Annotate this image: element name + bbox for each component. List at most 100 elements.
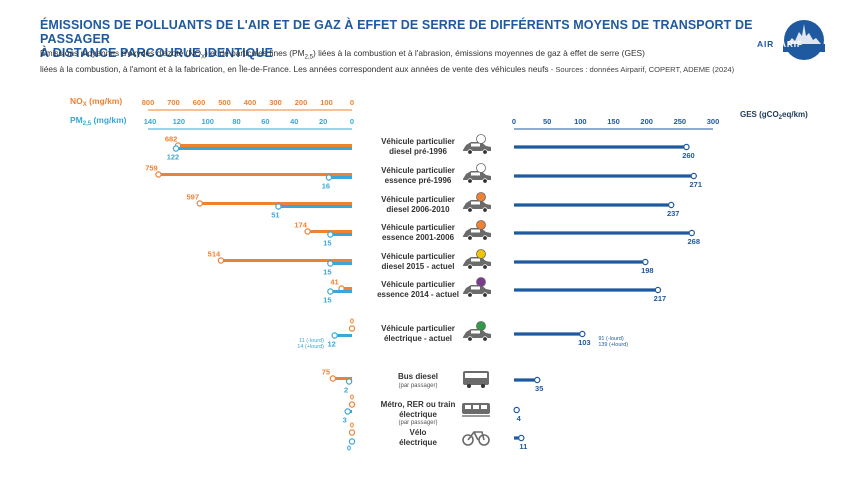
ges-tick-label: 0 <box>512 117 516 126</box>
ges-point <box>688 229 695 237</box>
bus-icon <box>463 371 489 388</box>
nox-value-label: 682 <box>165 135 178 144</box>
ges-point <box>518 434 525 442</box>
pm-point <box>172 145 180 152</box>
car-wheel <box>467 336 473 342</box>
bus-wheel <box>481 384 485 388</box>
car-window <box>471 143 480 147</box>
ges-value-label: 11 <box>519 442 527 451</box>
nox-value-label: 41 <box>330 278 338 287</box>
ges-value-label: 217 <box>654 294 667 303</box>
subtitle-part-b: ) et de particules fines (PM <box>205 48 305 58</box>
category-label-line2: essence 2014 - actuel <box>377 290 459 299</box>
logo-wordmark: AIRPARIF <box>757 39 803 49</box>
category-label-line2: diesel 2006-2010 <box>386 205 450 214</box>
car-icon <box>463 277 491 298</box>
chart-title-line2: à distance parcourue identique <box>40 46 274 60</box>
train-window <box>473 405 479 409</box>
nox-tick-label: 200 <box>295 98 308 107</box>
critair-badge <box>476 134 486 144</box>
pm-axis-label-unit: (mg/km) <box>91 115 127 125</box>
car-icon <box>463 192 491 213</box>
ges-annotation-light: 91 (-lourd) <box>598 336 624 342</box>
logo-word-left: AIR <box>757 39 775 49</box>
pm-point <box>327 231 334 238</box>
category-label-line1: Véhicule particulier <box>381 195 455 204</box>
car-wheel <box>482 207 488 213</box>
nox-point <box>304 228 311 235</box>
car-window <box>471 201 480 205</box>
category-label-line1: Véhicule particulier <box>381 280 455 289</box>
critair-badge <box>476 192 486 202</box>
nox-point <box>217 257 225 264</box>
ges-point <box>654 286 662 294</box>
category-label-line2: électrique <box>399 438 437 447</box>
subtitle-sub-b: 2,5 <box>304 54 313 61</box>
nox-point <box>196 200 203 207</box>
pm-point <box>327 288 334 295</box>
ges-value-label: 237 <box>667 209 680 218</box>
pm-value-label: 3 <box>343 416 347 425</box>
nox-value-label: 174 <box>294 221 307 230</box>
pm-point <box>345 378 353 385</box>
pm-value-label: 15 <box>323 239 331 248</box>
airparif-logo <box>783 20 825 60</box>
car-wheel <box>467 178 473 184</box>
bike-icon <box>462 431 490 446</box>
pm-point <box>325 174 333 181</box>
category-label-line1: Métro, RER ou train <box>381 400 456 409</box>
ges-tick-label: 300 <box>707 117 720 126</box>
ges-annotation-heavy: 139 (+lourd) <box>598 342 628 348</box>
category-label-line2: essence 2001-2006 <box>382 233 455 242</box>
category-label-line2: diesel pré-1996 <box>389 147 447 156</box>
bike-frame <box>467 431 485 441</box>
car-window <box>471 286 480 290</box>
pm-value-label: 16 <box>322 182 330 191</box>
car-icon <box>463 220 491 241</box>
category-sublabel: (par passager) <box>398 383 437 389</box>
category-label-line1: Véhicule particulier <box>381 324 455 333</box>
ges-value-label: 268 <box>688 237 701 246</box>
bike-wheel <box>478 434 490 446</box>
pm-tick-label: 20 <box>319 117 327 126</box>
critair-badge <box>476 249 486 259</box>
category-label-line1: Véhicule particulier <box>381 137 455 146</box>
pm-tick-label: 120 <box>173 117 186 126</box>
pm-point <box>331 332 338 339</box>
pm-tick-label: 100 <box>201 117 214 126</box>
critair-badge <box>476 163 486 173</box>
ges-axis-label: GES (gCO2eq/km) <box>740 110 808 121</box>
ges-tick-label: 150 <box>607 117 620 126</box>
nox-point <box>348 429 356 436</box>
ges-point <box>579 330 586 338</box>
nox-axis-label-unit: (mg/km) <box>87 96 123 106</box>
subtitle-sub-a: X <box>201 54 206 61</box>
car-wheel <box>482 235 488 241</box>
category-label-line1: Véhicule particulier <box>381 223 455 232</box>
pm-tick-label: 80 <box>232 117 240 126</box>
ges-value-label: 271 <box>690 180 703 189</box>
car-wheel <box>482 264 488 270</box>
car-wheel <box>467 292 473 298</box>
nox-point <box>155 171 162 178</box>
pm-value-label: 0 <box>347 444 351 453</box>
pm-point <box>327 260 334 267</box>
pm-value-label: 2 <box>344 386 348 395</box>
pm-point <box>275 203 282 210</box>
car-window <box>471 229 480 233</box>
nox-axis-label-sub: X <box>83 102 87 108</box>
ges-value-label: 4 <box>517 414 522 423</box>
category-label-line1: Bus diesel <box>398 372 438 381</box>
nox-point <box>329 375 337 382</box>
pm-axis-label: PM2,5 (mg/km) <box>70 115 127 127</box>
pm-axis-label-sub: 2,5 <box>83 121 92 127</box>
car-icon <box>463 134 491 155</box>
category-label-line2: essence pré-1996 <box>385 176 452 185</box>
nox-tick-label: 0 <box>350 98 354 107</box>
nox-value-label: 0 <box>350 393 354 402</box>
pm-annotation-heavy: 14 (+lourd) <box>297 344 324 350</box>
chart-title: Émissions de polluants de l'air et de ga… <box>40 18 760 60</box>
subtitle-part-d: liées à la combustion, à l'amont et à la… <box>40 63 549 74</box>
pm-value-label: 122 <box>167 153 180 162</box>
